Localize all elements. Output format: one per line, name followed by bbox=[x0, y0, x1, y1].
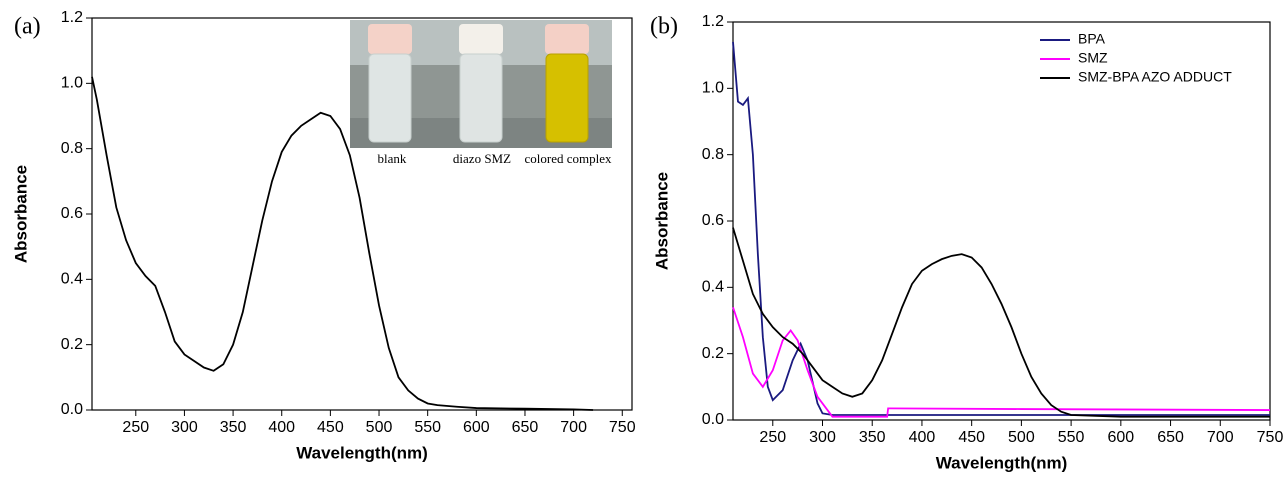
vial-cap bbox=[545, 24, 589, 54]
y-tick-label: 1.2 bbox=[702, 13, 724, 30]
x-tick-label: 550 bbox=[1058, 429, 1085, 446]
x-tick-label: 550 bbox=[414, 419, 441, 436]
data-line bbox=[732, 41, 1270, 416]
legend-label: BPA bbox=[1078, 31, 1106, 47]
data-line bbox=[91, 76, 594, 411]
vial bbox=[459, 53, 503, 143]
x-tick-label: 400 bbox=[909, 429, 936, 446]
x-tick-label: 650 bbox=[512, 419, 539, 436]
vial bbox=[368, 53, 412, 143]
x-tick-label: 700 bbox=[560, 419, 587, 436]
x-tick-label: 600 bbox=[463, 419, 490, 436]
inset-caption: blank bbox=[378, 151, 407, 166]
x-tick-label: 500 bbox=[1008, 429, 1035, 446]
legend-label: SMZ-BPA AZO ADDUCT bbox=[1078, 69, 1232, 85]
x-tick-label: 350 bbox=[220, 419, 247, 436]
legend-label: SMZ bbox=[1078, 50, 1108, 66]
x-tick-label: 650 bbox=[1157, 429, 1184, 446]
x-tick-label: 450 bbox=[317, 419, 344, 436]
x-tick-label: 400 bbox=[268, 419, 295, 436]
x-axis-title: Wavelength(nm) bbox=[296, 443, 428, 462]
x-tick-label: 300 bbox=[171, 419, 198, 436]
y-tick-label: 0.8 bbox=[61, 140, 83, 157]
x-tick-label: 450 bbox=[958, 429, 985, 446]
y-axis-title: Absorbance bbox=[11, 165, 30, 263]
x-tick-label: 750 bbox=[1257, 429, 1284, 446]
y-tick-label: 0.0 bbox=[702, 411, 724, 428]
inset-photo: blank diazo SMZ colored complex bbox=[350, 20, 612, 166]
x-tick-label: 700 bbox=[1207, 429, 1234, 446]
x-tick-label: 300 bbox=[809, 429, 836, 446]
y-tick-label: 1.0 bbox=[61, 75, 83, 92]
y-axis-title: Absorbance bbox=[652, 172, 671, 270]
y-tick-label: 0.6 bbox=[61, 205, 83, 222]
y-tick-label: 0.8 bbox=[702, 146, 724, 163]
y-tick-label: 0.4 bbox=[702, 279, 724, 296]
y-tick-label: 0.6 bbox=[702, 212, 724, 229]
y-tick-label: 1.2 bbox=[61, 9, 83, 26]
y-tick-label: 0.0 bbox=[61, 401, 83, 418]
x-tick-label: 600 bbox=[1107, 429, 1134, 446]
x-tick-label: 500 bbox=[366, 419, 393, 436]
vial bbox=[545, 53, 589, 143]
x-tick-label: 250 bbox=[759, 429, 786, 446]
data-line bbox=[732, 227, 1270, 418]
x-axis-title: Wavelength(nm) bbox=[936, 453, 1068, 472]
inset-caption: colored complex bbox=[525, 151, 612, 166]
y-tick-label: 0.2 bbox=[61, 336, 83, 353]
inset-caption: diazo SMZ bbox=[453, 151, 511, 166]
y-tick-label: 1.0 bbox=[702, 80, 724, 97]
panel-label: (b) bbox=[650, 14, 678, 40]
vial-cap bbox=[459, 24, 503, 54]
y-tick-label: 0.2 bbox=[702, 345, 724, 362]
panel-label: (a) bbox=[14, 14, 41, 40]
x-tick-label: 750 bbox=[609, 419, 636, 436]
x-tick-label: 250 bbox=[122, 419, 149, 436]
y-tick-label: 0.4 bbox=[61, 271, 83, 288]
x-tick-label: 350 bbox=[859, 429, 886, 446]
vial-cap bbox=[368, 24, 412, 54]
data-line bbox=[732, 306, 1271, 418]
